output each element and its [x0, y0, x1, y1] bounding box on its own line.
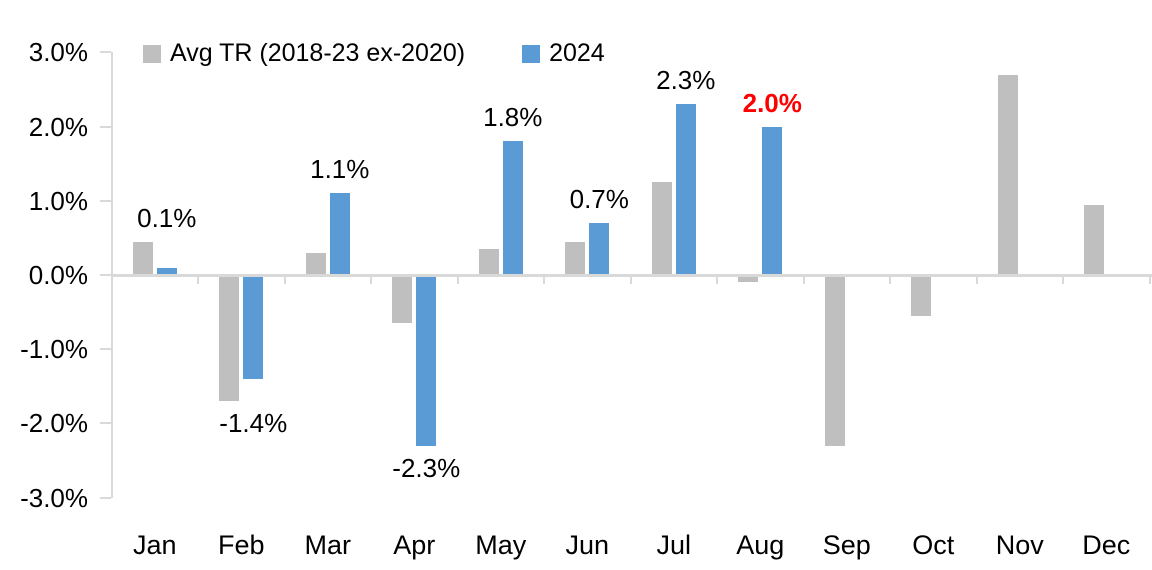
y-axis-tick-mark: [100, 422, 111, 425]
x-axis-label-jan: Jan: [132, 530, 177, 560]
bar-avg-dec: [1084, 204, 1105, 275]
x-axis-tick-mark: [975, 275, 978, 284]
bar-avg-aug: [738, 275, 759, 283]
bar-avg-jul: [651, 182, 672, 275]
y-axis-tick-mark: [100, 496, 111, 499]
bar-2024-feb: [243, 275, 264, 379]
x-axis-tick-mark: [889, 275, 891, 284]
y-axis-tick-label: -2.0%: [20, 408, 88, 439]
x-axis-label-aug: Aug: [736, 530, 785, 560]
bar-avg-may: [478, 249, 499, 275]
y-axis-tick-mark: [100, 199, 111, 202]
bar-2024-jul: [675, 104, 696, 275]
y-axis-tick-mark: [100, 51, 111, 54]
x-axis-tick-mark: [456, 275, 459, 284]
x-axis-tick-mark: [802, 275, 805, 284]
x-axis-tick-mark: [1148, 275, 1151, 284]
data-label-jul: 2.3%: [656, 65, 716, 96]
y-axis-tick-label: 2.0%: [28, 111, 88, 142]
data-label-jun: 0.7%: [569, 184, 629, 215]
x-axis-tick-mark: [283, 275, 286, 284]
y-axis-tick-label: 0.0%: [28, 260, 88, 290]
x-axis-label-jun: Jun: [565, 530, 610, 560]
y-axis-tick-label: 3.0%: [28, 37, 88, 68]
legend-swatch-2024-icon: [522, 44, 541, 63]
x-axis-label-nov: Nov: [995, 530, 1044, 560]
x-axis-label-feb: Feb: [217, 530, 265, 560]
y-axis-tick-label: -3.0%: [20, 482, 88, 513]
bar-avg-jan: [132, 241, 153, 275]
legend-item-avg: Avg TR (2018-23 ex-2020): [143, 39, 465, 68]
x-axis-label-jul: Jul: [656, 530, 691, 560]
bar-avg-nov: [997, 74, 1018, 275]
bar-2024-apr: [416, 275, 437, 446]
x-axis-tick-mark: [543, 275, 545, 284]
x-axis-tick-mark: [197, 275, 199, 284]
x-axis-tick-mark: [1062, 275, 1064, 284]
bar-avg-sep: [824, 275, 845, 446]
bar-avg-jun: [565, 241, 586, 275]
y-axis-tick-label: -1.0%: [20, 334, 88, 365]
bar-avg-apr: [392, 275, 413, 324]
bar-2024-jan: [156, 267, 177, 275]
bar-2024-mar: [329, 193, 350, 275]
x-axis-label-mar: Mar: [304, 530, 352, 560]
x-axis-tick-mark: [370, 275, 372, 284]
bar-avg-mar: [305, 252, 326, 275]
x-axis-label-may: May: [475, 530, 527, 560]
data-label-aug: 2.0%: [742, 87, 802, 118]
data-label-mar: 1.1%: [310, 154, 370, 185]
bar-avg-oct: [911, 275, 932, 316]
x-axis-label-oct: Oct: [912, 530, 955, 560]
y-axis-tick-mark: [100, 125, 111, 128]
legend-swatch-avg-icon: [143, 44, 161, 63]
data-label-apr: -2.3%: [392, 452, 461, 483]
x-axis-tick-mark: [716, 275, 718, 284]
legend-label-2024: 2024: [549, 39, 605, 67]
x-axis-label-sep: Sep: [822, 530, 871, 560]
y-axis-tick-mark: [100, 274, 111, 276]
y-axis-tick-label: 1.0%: [28, 185, 88, 216]
bar-avg-feb: [219, 275, 240, 402]
bar-2024-jun: [589, 223, 610, 275]
data-label-feb: -1.4%: [219, 408, 288, 439]
x-axis-label-dec: Dec: [1082, 530, 1131, 560]
bar-2024-may: [502, 141, 523, 275]
x-axis-label-apr: Apr: [393, 530, 436, 560]
legend-label-avg: Avg TR (2018-23 ex-2020): [170, 39, 466, 67]
data-label-jan: 0.1%: [137, 202, 197, 233]
legend-item-2024: 2024: [522, 39, 605, 68]
bar-2024-aug: [762, 126, 783, 275]
legend: Avg TR (2018-23 ex-2020) 2024: [143, 39, 605, 68]
data-label-may: 1.8%: [483, 102, 543, 133]
x-axis-tick-mark: [629, 275, 632, 284]
y-axis-tick-mark: [100, 348, 111, 351]
